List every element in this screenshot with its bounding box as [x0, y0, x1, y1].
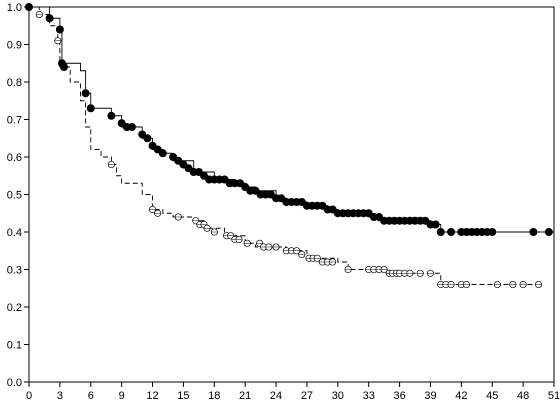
y-tick-label: 0.6	[7, 152, 22, 164]
series-1-point	[447, 227, 456, 236]
y-tick-label: 0.3	[7, 265, 22, 277]
x-tick-label: 15	[177, 390, 189, 402]
plot-frame	[28, 6, 555, 383]
series-1	[24, 3, 554, 236]
x-tick-label: 30	[332, 390, 344, 402]
x-tick-label: 21	[239, 390, 251, 402]
y-tick-label: 0.9	[7, 40, 22, 52]
series-2	[29, 6, 543, 289]
series-1-point	[55, 25, 64, 34]
series-1-point	[143, 134, 152, 143]
x-tick-label: 9	[119, 390, 125, 402]
x-tick-label: 42	[455, 390, 467, 402]
x-tick-label: 45	[486, 390, 498, 402]
y-axis: 0.0 0.1 0.2 0.3 0.4 0.5 0.6 0.7 0.8 0.9 1.0	[7, 2, 29, 389]
y-tick-label: 1.0	[7, 2, 22, 14]
x-tick-label: 51	[548, 390, 560, 402]
series-1-point	[436, 227, 445, 236]
y-tick-label: 0.5	[7, 190, 22, 202]
series-2-line	[29, 6, 534, 285]
x-tick-label: 24	[270, 390, 282, 402]
y-tick-label: 0.8	[7, 77, 22, 89]
x-tick-label: 27	[301, 390, 313, 402]
series-layer	[24, 3, 554, 289]
x-tick-label: 33	[363, 390, 375, 402]
series-1-point	[529, 227, 538, 236]
series-1-point	[81, 89, 90, 98]
x-tick-label: 12	[146, 390, 158, 402]
y-tick-label: 0.0	[7, 377, 22, 389]
x-tick-label: 0	[26, 390, 32, 402]
x-tick-label: 39	[424, 390, 436, 402]
series-1-point	[488, 227, 497, 236]
series-1-point	[158, 149, 167, 158]
series-1-point	[86, 104, 95, 113]
x-tick-label: 48	[517, 390, 529, 402]
x-axis: 0 3 6 9 12 15 18 21 24 27 30 33 36 39 42 45 48 51	[26, 382, 560, 402]
y-tick-label: 0.2	[7, 302, 22, 314]
series-1-point	[127, 123, 136, 132]
x-tick-label: 18	[208, 390, 220, 402]
y-tick-label: 0.4	[7, 227, 22, 239]
series-1-point	[431, 220, 440, 229]
series-1-point	[107, 111, 116, 120]
x-tick-label: 36	[393, 390, 405, 402]
y-tick-label: 0.7	[7, 115, 22, 127]
x-tick-label: 3	[57, 390, 63, 402]
y-tick-label: 0.1	[7, 340, 22, 352]
plot-area	[28, 6, 555, 383]
series-1-point	[544, 227, 553, 236]
x-tick-label: 6	[88, 390, 94, 402]
